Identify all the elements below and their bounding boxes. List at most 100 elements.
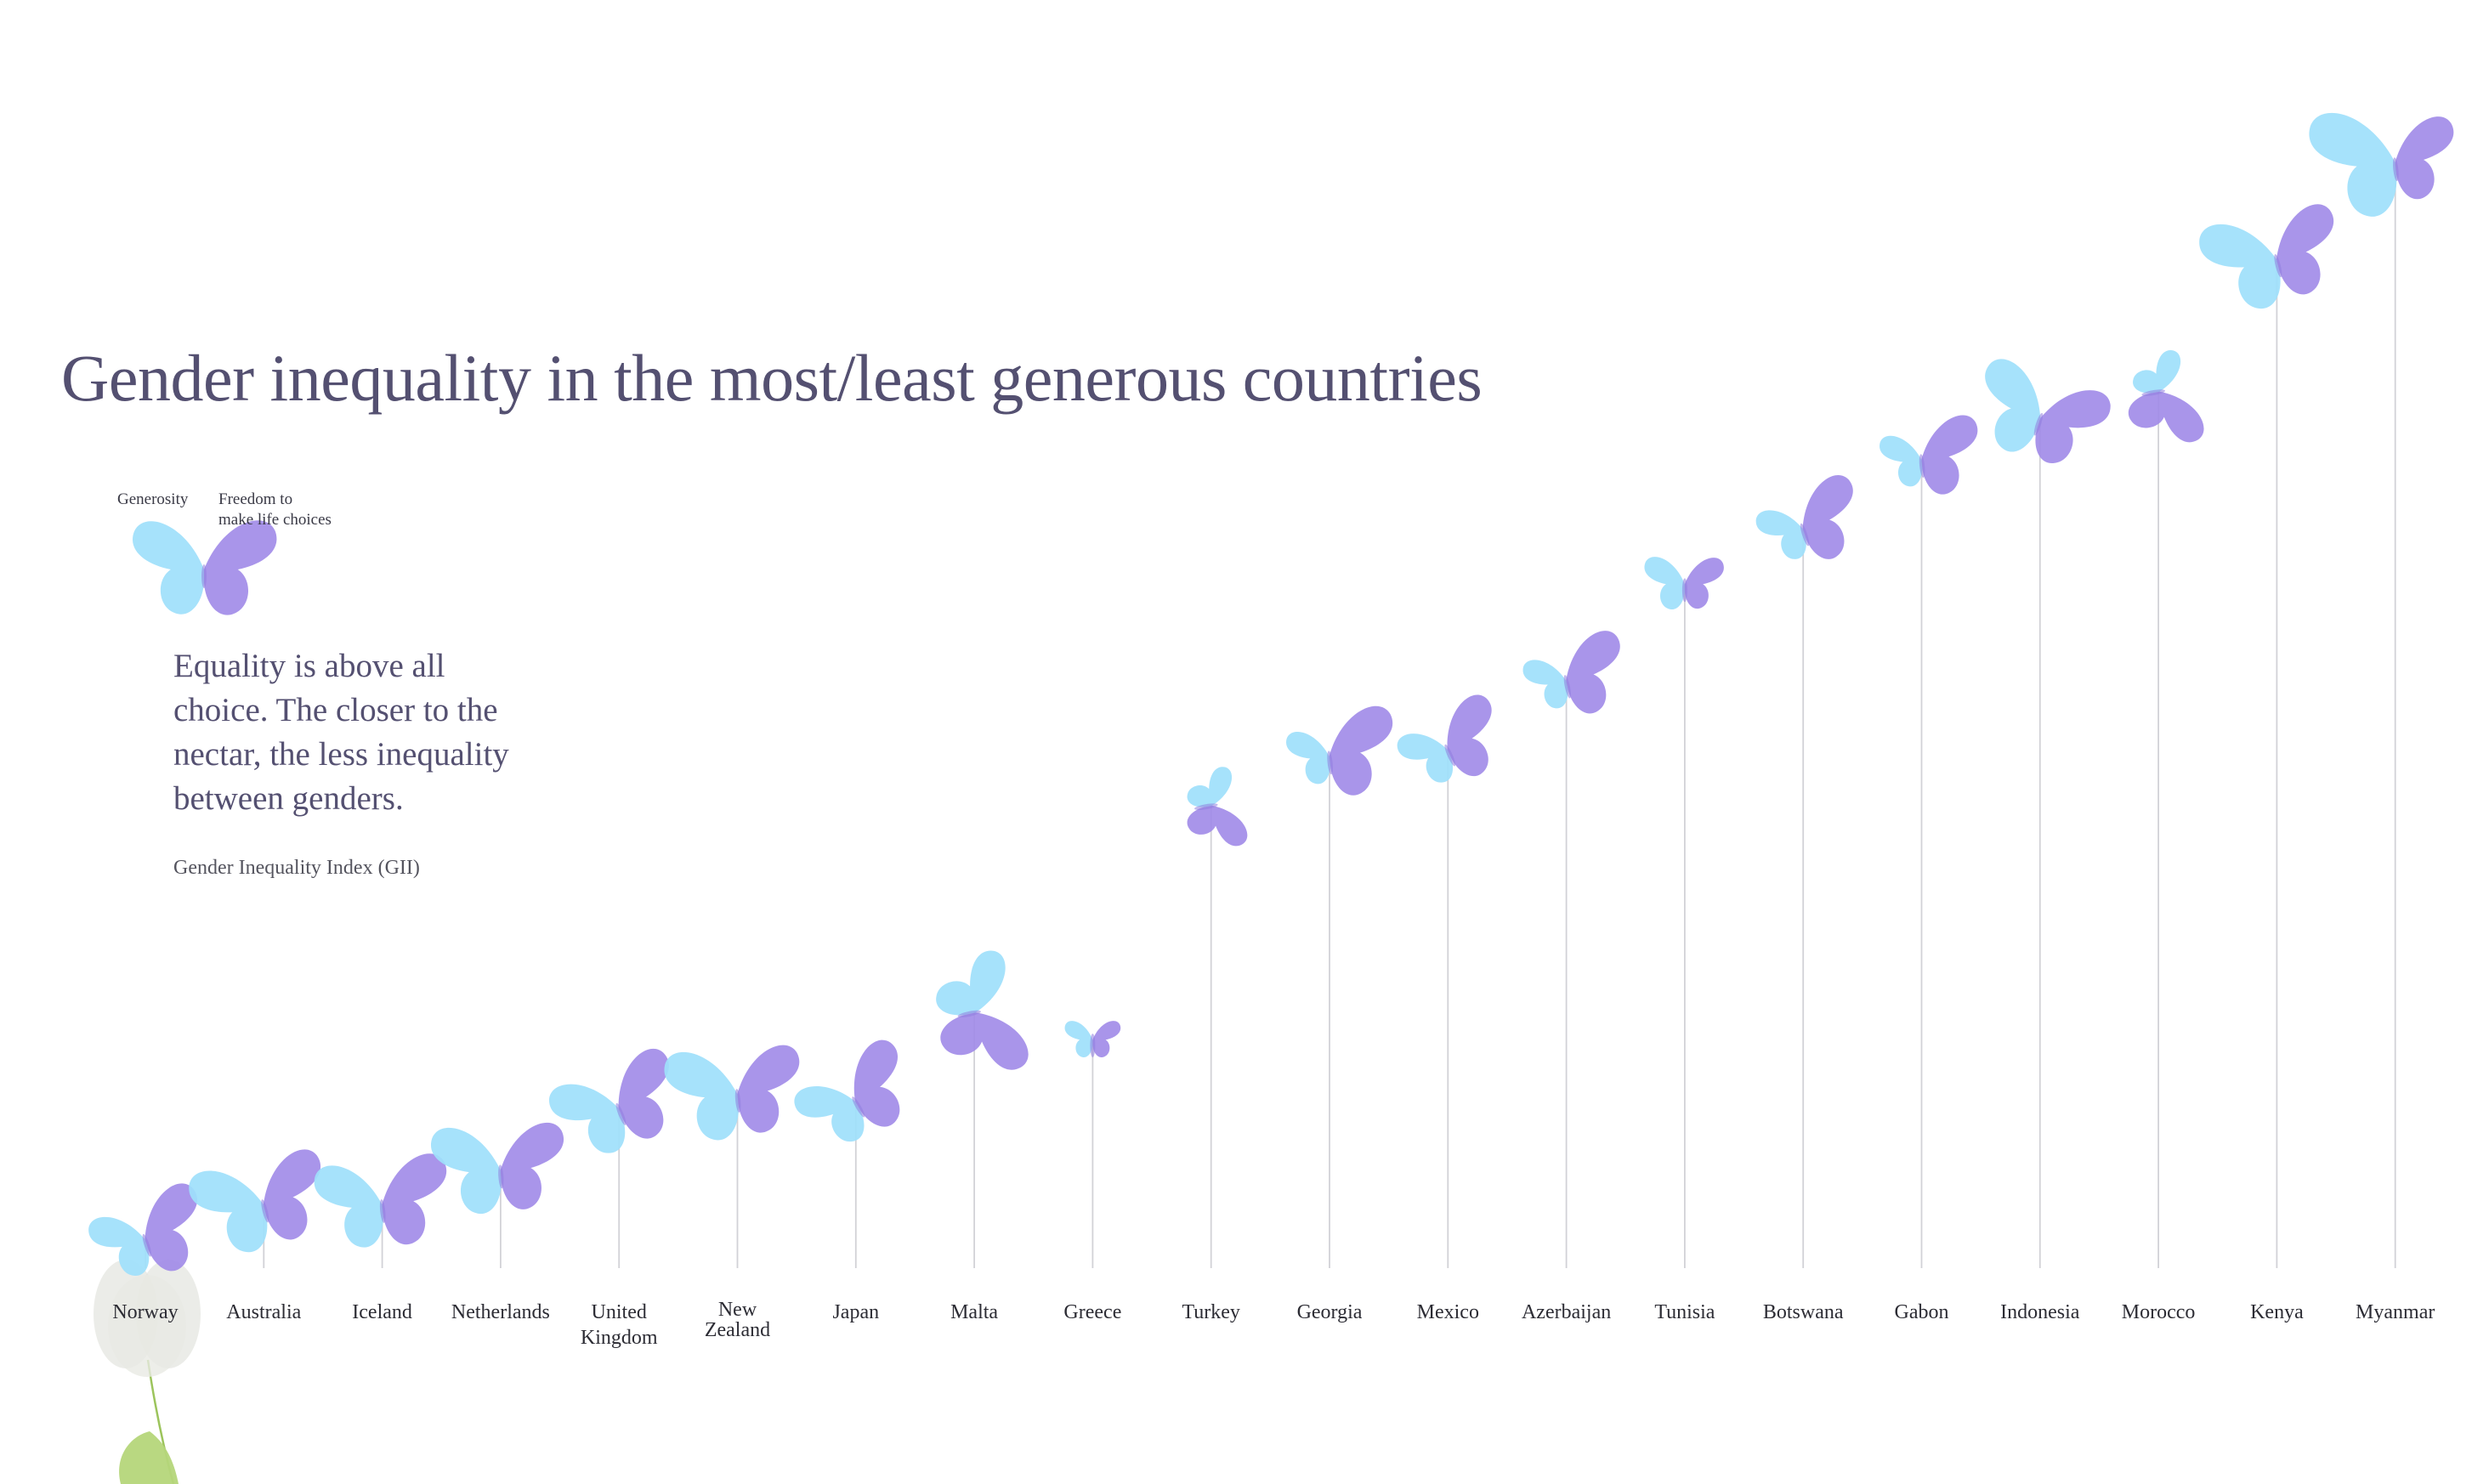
tulip-leaf: [119, 1431, 179, 1484]
country-label: United Kingdom: [581, 1301, 658, 1349]
butterfly-body: [498, 1164, 504, 1189]
country-label-line: Australia: [226, 1301, 301, 1323]
butterfly-marker: [88, 1183, 197, 1276]
butterfly-body: [1919, 454, 1925, 479]
country-morocco: Morocco: [2122, 350, 2204, 1323]
butterfly-body: [1444, 744, 1456, 767]
country-label: Azerbaijan: [1522, 1301, 1611, 1323]
butterfly-marker: [1522, 631, 1620, 714]
butterfly-body: [201, 564, 207, 588]
generosity-wing: [1985, 359, 2041, 452]
butterfly-marker: [1880, 415, 1978, 495]
country-label: Indonesia: [2000, 1301, 2080, 1323]
freedom-wing: [1329, 705, 1393, 796]
country-label: Mexico: [1417, 1301, 1479, 1323]
freedom-wing: [2128, 391, 2204, 443]
butterfly-body: [852, 1096, 865, 1118]
freedom-wing: [940, 1012, 1029, 1070]
country-iceland: Iceland: [314, 1153, 447, 1323]
freedom-wing: [1921, 415, 1978, 495]
butterfly-marker: [1397, 694, 1492, 783]
country-label: Turkey: [1182, 1301, 1239, 1323]
generosity-wing: [189, 1170, 268, 1253]
butterfly-body: [2141, 389, 2165, 396]
butterfly-body: [1327, 750, 1333, 775]
country-label: Botswana: [1763, 1301, 1844, 1323]
butterfly-body: [2274, 254, 2282, 278]
generosity-wing: [2199, 224, 2281, 309]
butterfly-body: [957, 1010, 981, 1018]
country-label-line: Norway: [112, 1301, 178, 1323]
chart-title: Gender inequality in the most/least gene…: [61, 341, 1483, 415]
country-label: Australia: [226, 1301, 301, 1323]
country-botswana: Botswana: [1755, 475, 1853, 1323]
butterfly-marker: [189, 1149, 321, 1253]
country-greece: Greece: [1063, 1021, 1121, 1323]
country-label: Gabon: [1895, 1301, 1949, 1323]
freedom-wing: [853, 1039, 900, 1127]
country-label-line: Tunisia: [1654, 1301, 1715, 1323]
butterfly-body: [734, 1089, 741, 1113]
generosity-wing: [314, 1165, 383, 1248]
generosity-wing: [664, 1051, 739, 1141]
butterfly-body: [1681, 578, 1687, 603]
generosity-wing: [1286, 731, 1330, 784]
butterfly-marker: [1985, 359, 2111, 463]
country-label: Morocco: [2122, 1301, 2196, 1323]
freedom-wing: [618, 1049, 669, 1139]
country-label: Greece: [1063, 1301, 1121, 1323]
legend-generosity-label: Generosity: [117, 490, 189, 508]
butterfly-marker: [314, 1153, 447, 1248]
butterfly-marker: [664, 1045, 800, 1141]
country-label-line: Iceland: [352, 1301, 412, 1323]
country-label-line: Myanmar: [2356, 1301, 2435, 1323]
freedom-wing: [2276, 204, 2334, 295]
butterfly-body: [615, 1102, 627, 1125]
country-label-line: Botswana: [1763, 1301, 1844, 1323]
country-label-line: New: [718, 1299, 757, 1321]
butterfly-body: [1563, 675, 1571, 699]
butterfly-marker: [430, 1122, 564, 1215]
generosity-wing: [548, 1084, 626, 1153]
butterfly-body: [1090, 1034, 1096, 1058]
country-label: Tunisia: [1654, 1301, 1715, 1323]
butterfly-marker: [1187, 767, 1248, 847]
generosity-wing: [1522, 660, 1568, 709]
tulip-petal: [108, 1275, 186, 1377]
country-azerbaijan: Azerbaijan: [1522, 631, 1620, 1323]
freedom-wing: [1684, 558, 1724, 609]
butterfly-marker: [1286, 705, 1393, 796]
generosity-wing: [430, 1127, 502, 1215]
butterfly-body: [261, 1199, 269, 1223]
country-georgia: Georgia: [1286, 705, 1393, 1323]
country-label-line: Turkey: [1182, 1301, 1239, 1323]
generosity-wing: [1064, 1021, 1093, 1057]
butterfly-body: [2393, 157, 2399, 182]
gii-axis-label: Gender Inequality Index (GII): [173, 857, 420, 879]
butterfly-body: [2033, 412, 2044, 436]
country-kenya: Kenya: [2199, 204, 2334, 1323]
country-label-line: Mexico: [1417, 1301, 1479, 1323]
legend-freedom-line1: Freedom to: [218, 490, 293, 508]
butterfly-marker: [1064, 1021, 1121, 1058]
country-label: Iceland: [352, 1301, 412, 1323]
freedom-wing: [2035, 390, 2111, 463]
generosity-wing: [1397, 734, 1454, 783]
country-label-line: United: [592, 1301, 647, 1323]
country-label-line: Morocco: [2122, 1301, 2196, 1323]
generosity-wing: [794, 1086, 865, 1142]
country-label: Malta: [950, 1301, 998, 1323]
country-label-line: Malta: [950, 1301, 998, 1323]
butterfly-marker: [548, 1049, 669, 1153]
generosity-wing: [936, 950, 1006, 1016]
butterfly-marker: [794, 1039, 900, 1142]
country-label: New Zealand: [705, 1299, 770, 1341]
country-united-kingdom: United Kingdom: [548, 1049, 669, 1349]
country-label: Myanmar: [2356, 1301, 2435, 1323]
country-label-line: Kingdom: [581, 1327, 658, 1349]
country-label: Norway: [112, 1301, 178, 1323]
freedom-wing: [263, 1149, 321, 1240]
country-netherlands: Netherlands: [430, 1122, 564, 1323]
country-label: Georgia: [1297, 1301, 1363, 1323]
